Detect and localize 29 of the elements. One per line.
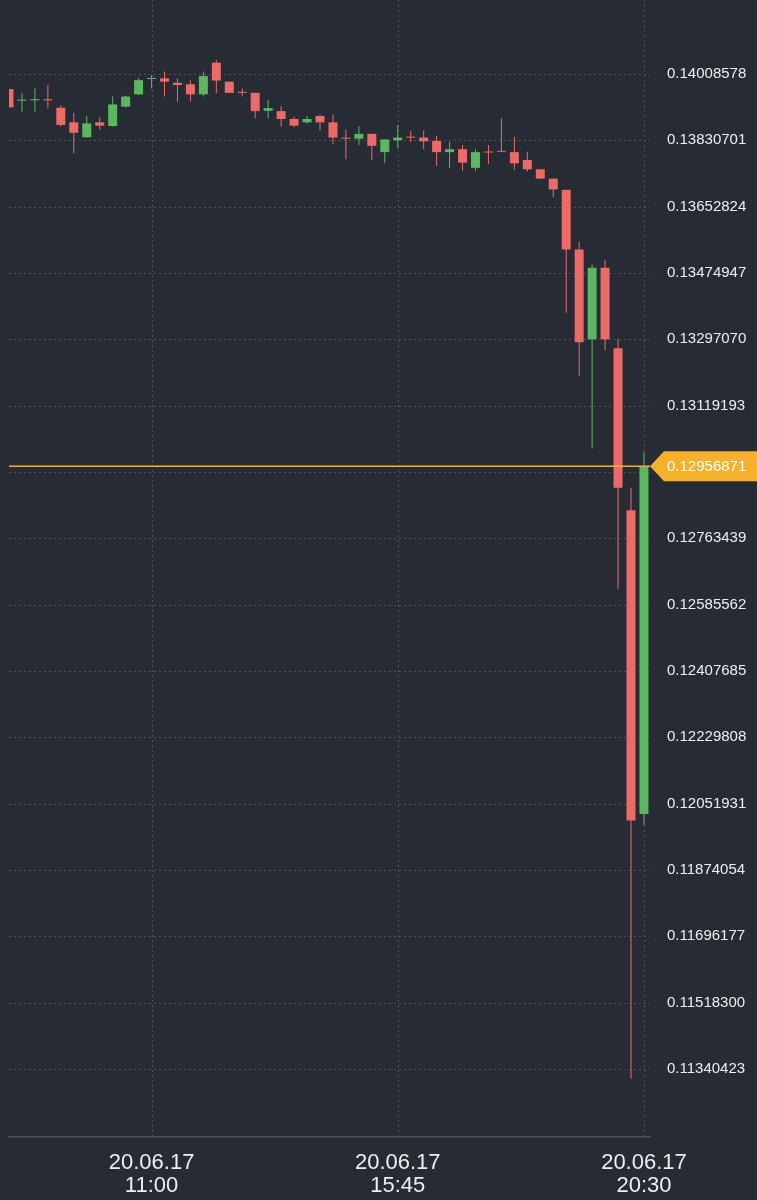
- candlestick: [172, 78, 182, 102]
- y-tick-label: 0.13119193: [667, 395, 746, 413]
- y-tick-label: 0.13297070: [667, 329, 747, 347]
- y-tick-label: 0.12763439: [667, 528, 747, 546]
- y-tick-label: 0.13830701: [667, 130, 747, 148]
- candlestick: [17, 93, 27, 112]
- y-tick-label: 0.12229808: [667, 727, 747, 745]
- candlestick: [496, 118, 506, 153]
- candlestick: [406, 130, 416, 142]
- y-tick-label: 0.13474947: [667, 263, 747, 281]
- x-tick-label: 20.06.17 15:45: [354, 1148, 441, 1197]
- y-tick-label: 0.14008578: [667, 64, 747, 82]
- candlestick: [30, 88, 40, 112]
- y-tick-label: 0.12585562: [667, 594, 747, 612]
- y-tick-label: 0.11696177: [667, 926, 746, 944]
- y-tick-label: 0.12051931: [667, 793, 747, 811]
- candlestick: [483, 145, 493, 165]
- ref-line-label: 0.12956871: [667, 457, 747, 475]
- candlestick: [237, 88, 247, 97]
- candlestick: [43, 85, 53, 109]
- y-tick-label: 0.12407685: [667, 661, 747, 679]
- candlestick: [147, 75, 157, 89]
- candlestick: [341, 129, 351, 160]
- x-tick-label: 20.06.17 11:00: [108, 1148, 195, 1197]
- y-tick-label: 0.13652824: [667, 196, 747, 214]
- x-tick-label: 20.06.17 20:30: [601, 1148, 687, 1197]
- y-tick-label: 0.11518300: [667, 992, 746, 1010]
- y-tick-label: 0.11340423: [667, 1059, 746, 1077]
- y-tick-label: 0.11874054: [667, 860, 746, 878]
